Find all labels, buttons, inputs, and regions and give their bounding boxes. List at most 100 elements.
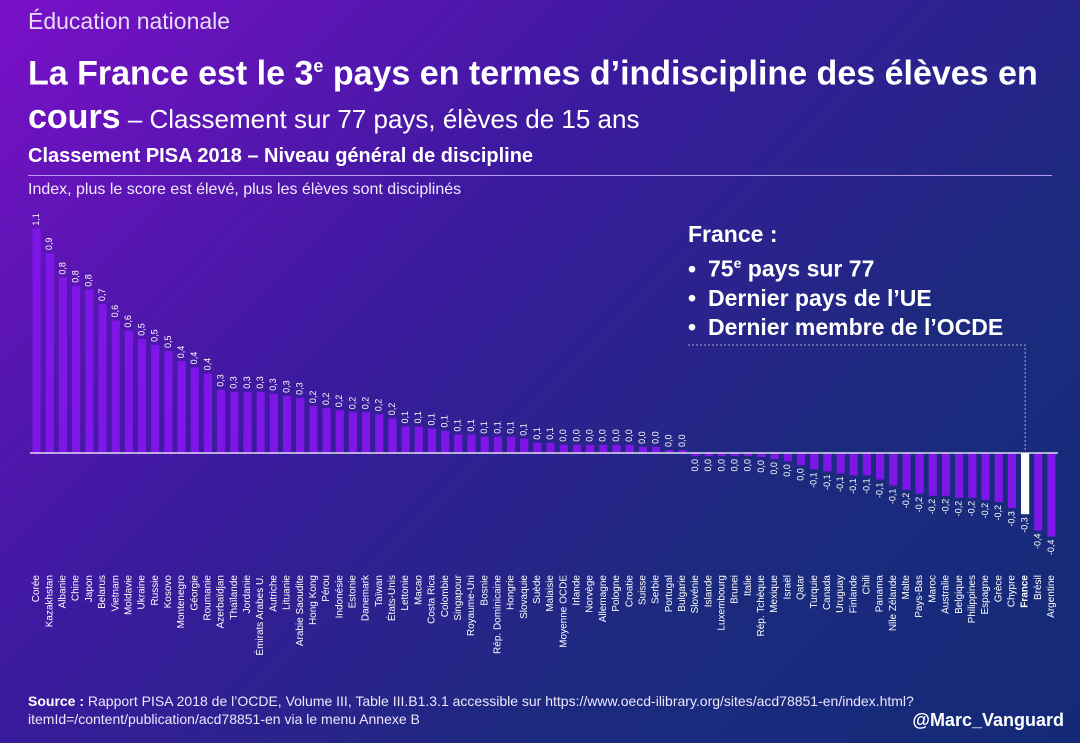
title-main: La France est le 3 xyxy=(28,54,314,93)
value-label: 0,3 xyxy=(215,374,225,387)
bar xyxy=(849,453,858,476)
value-label: -0,1 xyxy=(848,478,858,494)
source-note: Source : Rapport PISA 2018 de l’OCDE, Vo… xyxy=(28,692,948,728)
value-label: -0,3 xyxy=(1006,511,1016,527)
bar xyxy=(651,446,661,453)
value-label: 0,1 xyxy=(413,411,423,424)
category-label: Hongrie xyxy=(506,575,517,610)
category-label: Rép. Tchèque xyxy=(756,575,767,637)
bar xyxy=(45,253,54,453)
category-label: Estonie xyxy=(348,575,359,609)
category-label: Italie xyxy=(743,575,754,597)
bar xyxy=(111,320,120,453)
value-label: 0,0 xyxy=(571,429,581,442)
category-label: Finlande xyxy=(848,575,859,614)
category-label: Maroc xyxy=(927,575,938,603)
callout-list: 75e pays sur 77 Dernier pays de l’UE Der… xyxy=(688,249,1003,342)
bar xyxy=(810,453,819,470)
bar xyxy=(269,393,278,453)
bar xyxy=(876,453,885,480)
value-label: 0,0 xyxy=(584,429,594,442)
bar xyxy=(309,406,318,453)
category-label: Pologne xyxy=(611,575,622,612)
category-label: Islande xyxy=(703,575,714,608)
value-label: 0,0 xyxy=(611,429,621,442)
bar xyxy=(1007,453,1016,509)
category-label: Malaisie xyxy=(545,575,556,612)
category-label: Rép. Dominicaine xyxy=(493,575,504,654)
bar xyxy=(796,453,806,466)
bar xyxy=(533,442,542,453)
source-text: Rapport PISA 2018 de l’OCDE, Volume III,… xyxy=(28,693,914,727)
bar xyxy=(256,391,265,453)
value-label: 0,3 xyxy=(295,382,305,395)
value-label: 1,1 xyxy=(31,213,41,226)
category-label: Nlle Zélande xyxy=(888,575,899,632)
bar xyxy=(441,430,450,453)
value-label: 0,8 xyxy=(57,262,67,275)
bar xyxy=(388,418,397,453)
category-label: Uruguay xyxy=(835,575,846,613)
category-label: Autriche xyxy=(268,575,279,612)
value-label: -0,2 xyxy=(967,501,977,517)
category-label: Belarus xyxy=(97,575,108,609)
value-label: -0,1 xyxy=(835,476,845,492)
value-label: 0,1 xyxy=(453,419,463,432)
bar xyxy=(691,453,700,456)
title-sub: – Classement sur 77 pays, élèves de 15 a… xyxy=(120,104,640,135)
value-label: 0,4 xyxy=(202,358,212,371)
value-label: 0,9 xyxy=(44,238,54,251)
value-label: -0,3 xyxy=(1019,517,1029,533)
category-label: Roumanie xyxy=(203,575,214,621)
category-label: Colombie xyxy=(440,575,451,618)
category-label: Macao xyxy=(413,575,424,605)
value-label: 0,0 xyxy=(637,431,647,444)
category-label: Serbie xyxy=(651,575,662,604)
value-label: 0,1 xyxy=(426,413,436,426)
category-label: Kazakhstan xyxy=(44,575,55,627)
bar xyxy=(335,410,344,453)
category-label: Philippines xyxy=(967,575,978,623)
bar xyxy=(572,444,582,453)
value-label: 0,3 xyxy=(242,376,252,389)
bar xyxy=(757,453,766,458)
bar xyxy=(414,426,423,453)
category-label: Israël xyxy=(782,575,793,599)
value-label: 0,0 xyxy=(677,434,687,447)
bar xyxy=(586,444,595,453)
category-label: Pays-Bas xyxy=(914,575,925,618)
category-label: Azerbaïdjan xyxy=(216,575,227,628)
bar xyxy=(836,453,845,474)
chart-subtitle: Index, plus le score est élevé, plus les… xyxy=(28,181,462,198)
value-label: 0,8 xyxy=(84,274,94,287)
category-label: Jordanie xyxy=(242,575,253,614)
value-label: 0,1 xyxy=(532,427,542,440)
value-label: 0,0 xyxy=(664,434,674,447)
value-label: 0,0 xyxy=(795,468,805,481)
category-label: France xyxy=(1020,575,1031,608)
chart-title: Classement PISA 2018 – Niveau général de… xyxy=(28,145,534,167)
bar xyxy=(177,361,186,453)
category-label: Malte xyxy=(901,575,912,600)
bar xyxy=(546,442,555,453)
category-label: Suède xyxy=(532,575,543,604)
category-label: Russie xyxy=(150,575,161,606)
value-label: 0,0 xyxy=(769,462,779,475)
page-title: La France est le 3e pays en termes d’ind… xyxy=(28,44,1068,141)
category-label: Brésil xyxy=(1033,575,1044,600)
bar xyxy=(1034,453,1043,531)
bar xyxy=(322,408,331,453)
value-label: -0,1 xyxy=(809,472,819,488)
category-label: Émirats Arabes U. xyxy=(253,575,266,656)
bar xyxy=(230,391,239,453)
value-label: -0,1 xyxy=(861,478,871,494)
value-label: 0,1 xyxy=(519,423,529,436)
bar xyxy=(98,304,107,453)
callout-rank-sup: e xyxy=(733,255,742,271)
bar xyxy=(915,453,924,494)
value-label: 0,0 xyxy=(558,429,568,442)
value-label: 0,2 xyxy=(347,397,357,410)
category-label: Bosnie xyxy=(479,575,490,606)
bar xyxy=(85,289,94,453)
bar xyxy=(981,453,990,500)
